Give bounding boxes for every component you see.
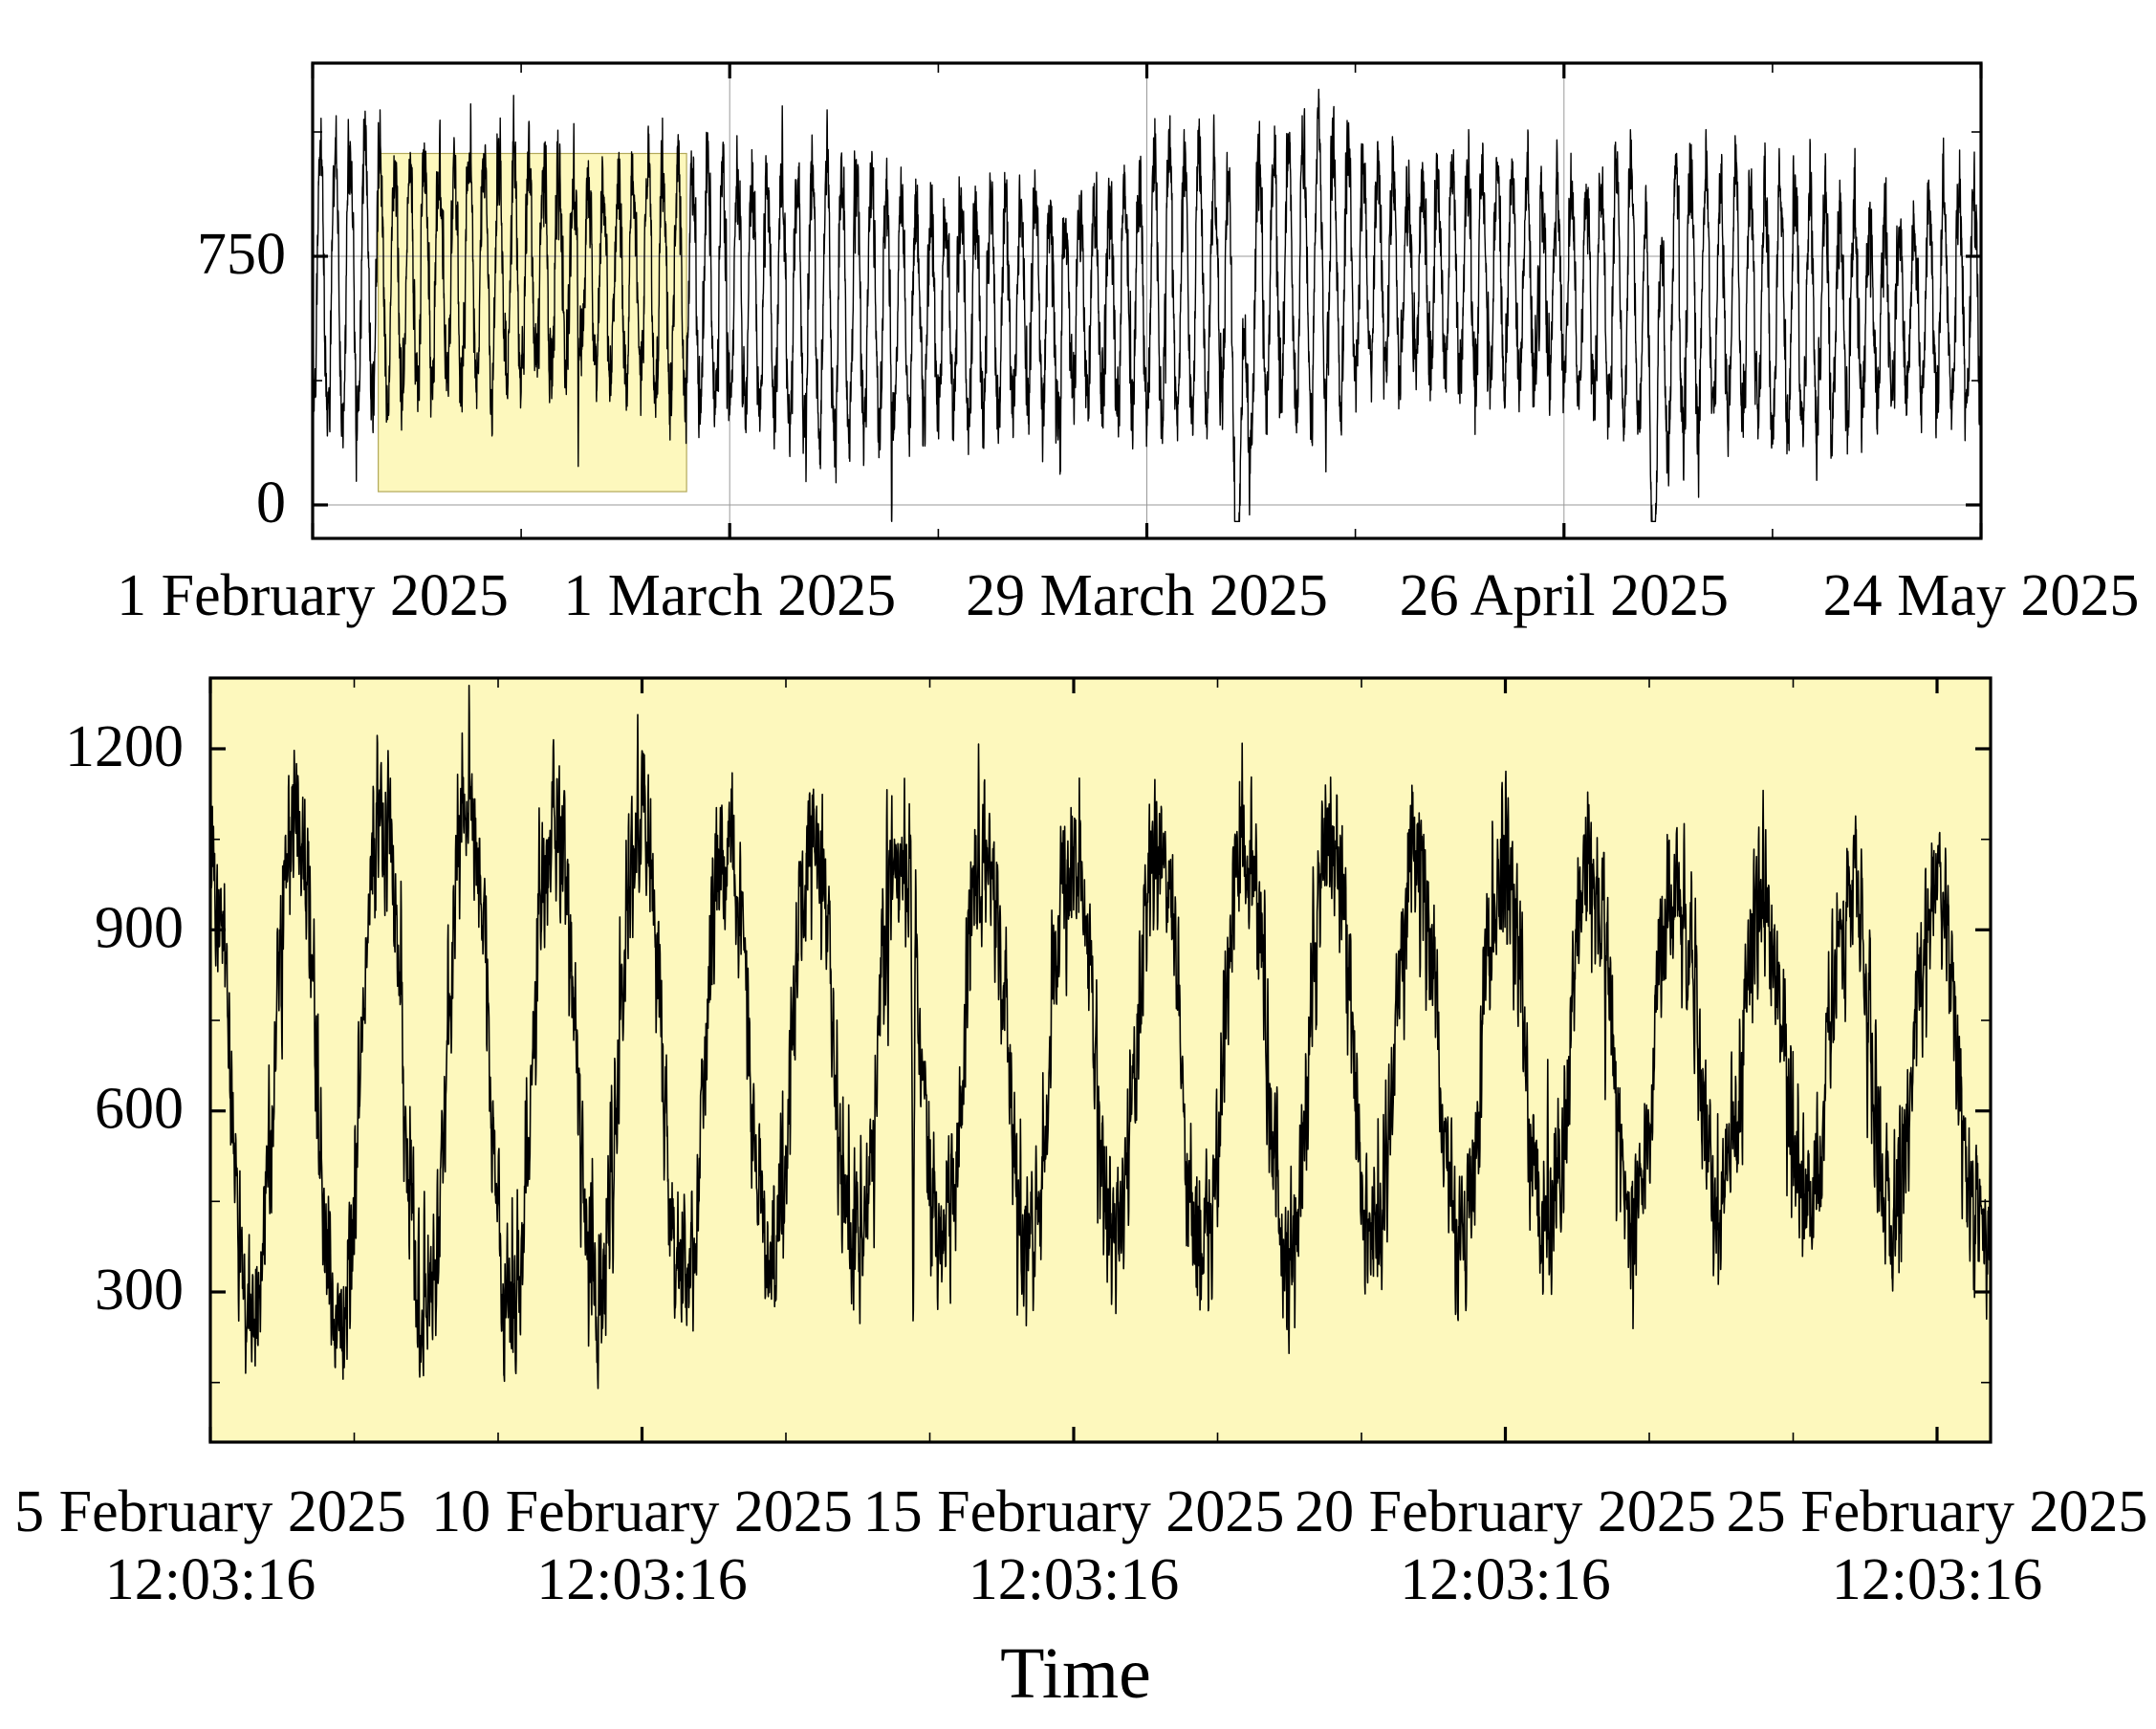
svg-text:1 March 2025: 1 March 2025	[563, 563, 896, 628]
svg-text:12:03:16: 12:03:16	[969, 1547, 1179, 1612]
svg-text:1 February 2025: 1 February 2025	[117, 563, 509, 628]
svg-text:5 February 2025: 5 February 2025	[14, 1479, 406, 1544]
svg-text:26 April 2025: 26 April 2025	[1400, 563, 1729, 628]
svg-text:0: 0	[256, 471, 286, 536]
svg-text:750: 750	[197, 222, 286, 287]
svg-text:600: 600	[95, 1077, 184, 1142]
svg-text:12:03:16: 12:03:16	[1400, 1547, 1610, 1612]
svg-text:10 February 2025: 10 February 2025	[431, 1479, 853, 1544]
svg-text:300: 300	[95, 1258, 184, 1323]
svg-text:Time: Time	[1000, 1633, 1151, 1714]
svg-text:12:03:16: 12:03:16	[105, 1547, 316, 1612]
svg-text:900: 900	[95, 895, 184, 960]
svg-text:1200: 1200	[65, 714, 184, 779]
svg-text:12:03:16: 12:03:16	[1832, 1547, 2042, 1612]
svg-text:25 February 2025: 25 February 2025	[1727, 1479, 2148, 1544]
svg-text:12:03:16: 12:03:16	[536, 1547, 747, 1612]
svg-text:24 May 2025: 24 May 2025	[1823, 563, 2140, 628]
svg-text:20 February 2025: 20 February 2025	[1295, 1479, 1716, 1544]
svg-text:15 February 2025: 15 February 2025	[863, 1479, 1285, 1544]
svg-text:29 March 2025: 29 March 2025	[966, 563, 1328, 628]
